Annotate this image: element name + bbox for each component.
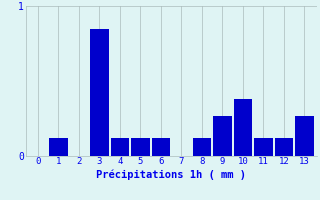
- X-axis label: Précipitations 1h ( mm ): Précipitations 1h ( mm ): [96, 169, 246, 180]
- Bar: [295, 116, 314, 156]
- Bar: [131, 138, 150, 156]
- Bar: [213, 116, 232, 156]
- Bar: [90, 28, 109, 156]
- Bar: [275, 138, 293, 156]
- Bar: [234, 99, 252, 156]
- Bar: [49, 138, 68, 156]
- Bar: [111, 138, 129, 156]
- Bar: [152, 138, 170, 156]
- Bar: [254, 138, 273, 156]
- Bar: [193, 138, 211, 156]
